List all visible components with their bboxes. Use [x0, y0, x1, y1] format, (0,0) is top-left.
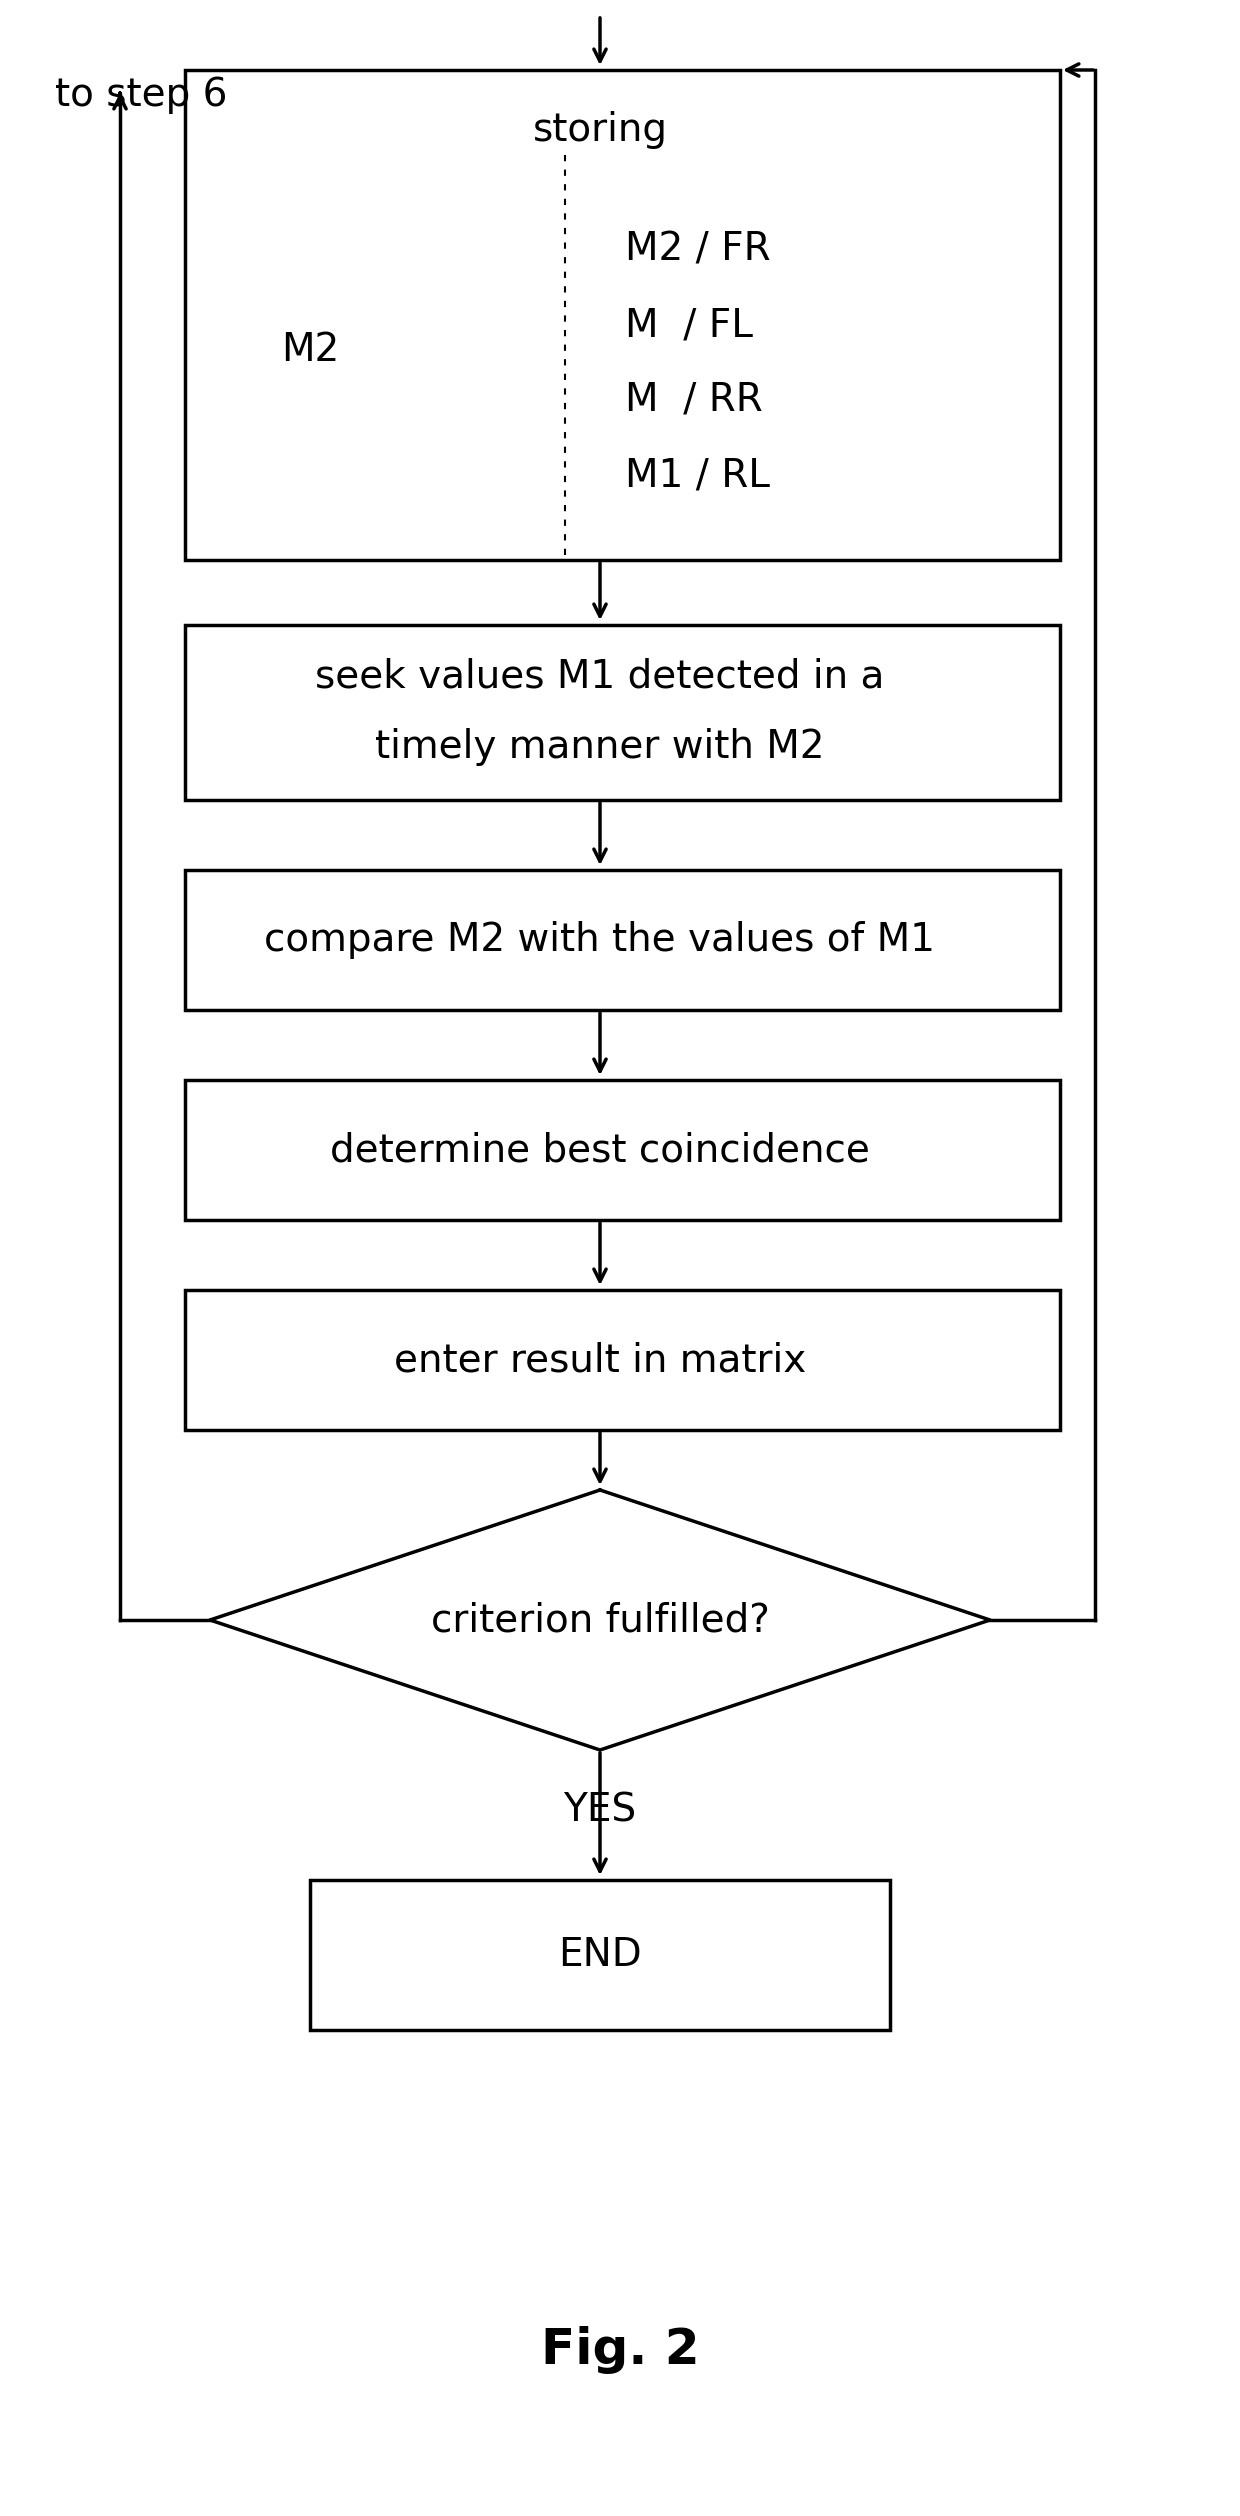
Polygon shape — [185, 1079, 1060, 1220]
Text: to step 6: to step 6 — [55, 75, 227, 113]
Text: Fig. 2: Fig. 2 — [541, 2325, 699, 2375]
Text: YES: YES — [563, 1791, 636, 1829]
Text: determine best coincidence: determine best coincidence — [330, 1132, 870, 1170]
Text: END: END — [558, 1935, 642, 1975]
Text: enter result in matrix: enter result in matrix — [394, 1341, 806, 1379]
Text: M  / FL: M / FL — [625, 307, 753, 345]
Polygon shape — [310, 1879, 890, 2030]
Text: M2 / FR: M2 / FR — [625, 231, 770, 269]
Polygon shape — [185, 871, 1060, 1009]
Text: M1 / RL: M1 / RL — [625, 455, 770, 493]
Text: criterion fulfilled?: criterion fulfilled? — [430, 1600, 770, 1638]
Polygon shape — [185, 70, 1060, 561]
Text: seek values M1 detected in a: seek values M1 detected in a — [315, 659, 884, 697]
Text: compare M2 with the values of M1: compare M2 with the values of M1 — [264, 921, 935, 959]
Text: timely manner with M2: timely manner with M2 — [376, 727, 825, 765]
Polygon shape — [185, 1291, 1060, 1429]
Polygon shape — [185, 624, 1060, 800]
Text: storing: storing — [532, 111, 667, 148]
Text: M  / RR: M / RR — [625, 380, 763, 420]
Text: M2: M2 — [281, 332, 339, 370]
